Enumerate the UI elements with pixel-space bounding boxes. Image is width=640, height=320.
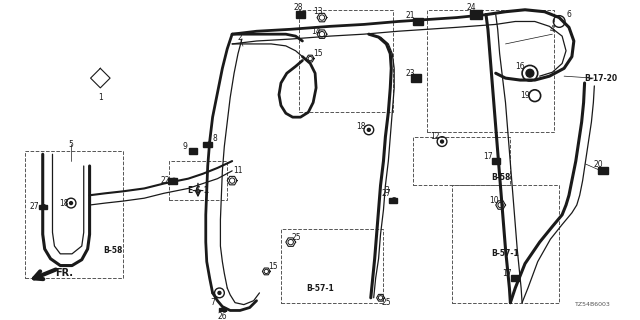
Text: 7: 7 (210, 298, 215, 307)
Text: 17: 17 (483, 152, 493, 161)
Circle shape (367, 128, 371, 131)
Text: 26: 26 (218, 312, 227, 320)
Text: B-57-1: B-57-1 (492, 249, 520, 258)
Text: B-58: B-58 (103, 246, 123, 255)
Text: 24: 24 (467, 3, 476, 12)
Text: 28: 28 (294, 3, 303, 12)
Bar (204, 141, 212, 148)
Text: 23: 23 (405, 69, 415, 78)
Bar (281, 229, 383, 303)
Text: 16: 16 (515, 62, 525, 71)
Bar (413, 18, 422, 25)
Text: 15: 15 (268, 262, 278, 271)
Bar (296, 11, 305, 18)
Text: 21: 21 (405, 11, 415, 20)
Text: 3: 3 (384, 186, 389, 195)
Bar (452, 186, 559, 303)
Text: 12: 12 (431, 132, 440, 141)
Bar (492, 158, 500, 164)
Text: 25: 25 (381, 298, 391, 307)
Text: 6: 6 (566, 10, 572, 19)
Bar (413, 137, 510, 186)
Circle shape (440, 140, 444, 143)
Text: 10: 10 (489, 196, 499, 205)
Bar (219, 308, 226, 313)
Bar (389, 198, 397, 203)
Text: 18: 18 (60, 199, 69, 208)
Bar (169, 161, 227, 200)
Text: E-6-1: E-6-1 (187, 186, 209, 195)
Text: 14: 14 (311, 27, 321, 36)
Text: B-58: B-58 (491, 173, 510, 182)
Text: 5: 5 (68, 140, 74, 149)
Circle shape (70, 202, 72, 204)
Text: 22: 22 (161, 176, 170, 185)
Bar (598, 167, 608, 174)
Bar (428, 10, 554, 132)
Text: 4: 4 (550, 25, 555, 34)
Text: 18: 18 (356, 123, 365, 132)
Bar (168, 178, 177, 184)
Text: 2: 2 (237, 33, 243, 42)
Text: 27: 27 (381, 189, 391, 198)
Text: 8: 8 (212, 134, 217, 143)
Bar (470, 10, 482, 19)
Bar (411, 74, 420, 82)
Text: 25: 25 (292, 233, 301, 242)
Text: FR.: FR. (55, 268, 73, 278)
Text: 13: 13 (313, 7, 323, 16)
Text: 19: 19 (520, 91, 530, 100)
Circle shape (218, 292, 221, 294)
Text: 27: 27 (29, 203, 39, 212)
Bar (298, 10, 393, 112)
Bar (189, 148, 198, 154)
Text: 1: 1 (98, 93, 102, 102)
Circle shape (526, 69, 534, 77)
Text: B-57-1: B-57-1 (306, 284, 334, 292)
Text: TZ54B6003: TZ54B6003 (575, 302, 611, 307)
Text: 17: 17 (502, 269, 512, 278)
Bar (39, 204, 47, 209)
Bar (511, 275, 519, 281)
Text: 20: 20 (593, 160, 603, 169)
Text: 11: 11 (233, 166, 243, 175)
Text: 15: 15 (313, 49, 323, 58)
Bar (25, 151, 123, 278)
Text: 9: 9 (183, 142, 188, 151)
Text: B-17-20: B-17-20 (584, 74, 618, 83)
